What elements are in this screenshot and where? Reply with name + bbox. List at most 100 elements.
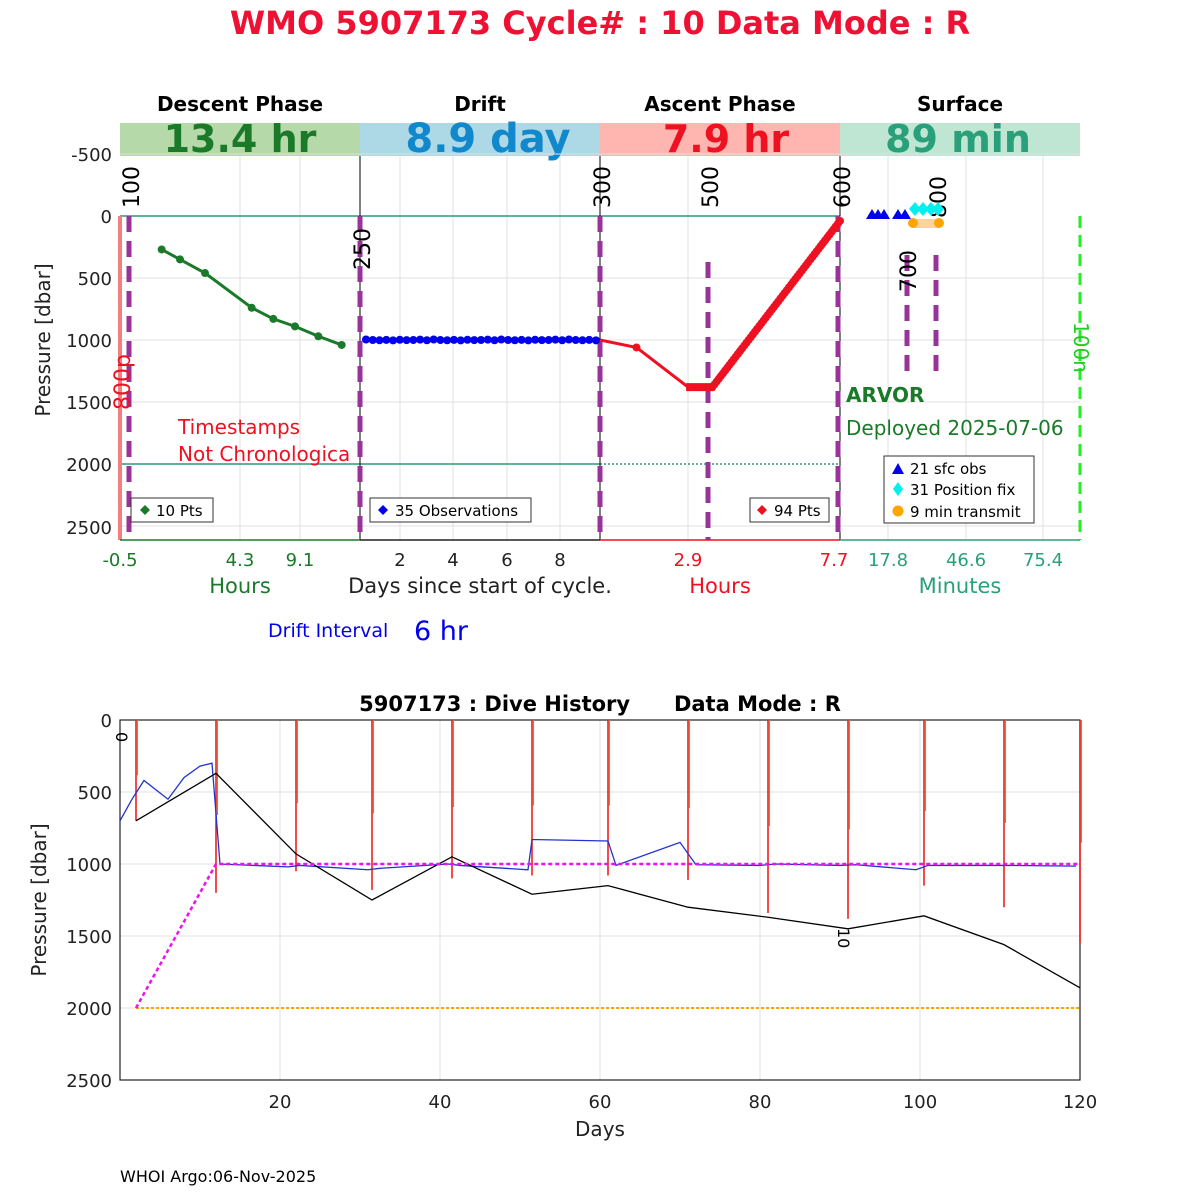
top-panel: Descent Phase Drift Ascent Phase Surface… <box>31 92 1093 647</box>
drift-xtick: 6 <box>501 550 512 571</box>
drift-xtick: 4 <box>447 550 458 571</box>
warning-line-1: Timestamps <box>177 415 300 439</box>
surface-xtick: 17.8 <box>868 550 908 571</box>
marker-label-600: 600 <box>831 166 856 208</box>
transmit-marker <box>908 218 918 228</box>
ascent-point <box>632 343 641 352</box>
position-fix-marker <box>925 202 937 216</box>
drift-point <box>389 336 398 345</box>
bottom-xtick: 60 <box>589 1092 612 1113</box>
bottom-grid <box>120 720 1080 1080</box>
drift-point <box>368 336 377 344</box>
bottom-ytick: 500 <box>78 783 112 804</box>
drift-point <box>449 335 458 344</box>
top-y-axis-label: Pressure [dbar] <box>31 263 55 416</box>
descent-legend: 10 Pts <box>130 497 214 523</box>
bottom-ytick: 1500 <box>66 927 112 948</box>
footer-stamp: WHOI Argo:06-Nov-2025 <box>120 1167 316 1186</box>
marker-label-700: 700 <box>897 250 922 292</box>
surface-duration-band <box>840 123 1080 156</box>
surface-x-axis-label: Minutes <box>919 574 1002 598</box>
surface-legend-obs: 21 sfc obs <box>910 460 987 478</box>
top-ytick: 2000 <box>66 455 112 476</box>
drift-point <box>436 336 445 344</box>
bottom-ytick: 1000 <box>66 855 112 876</box>
surface-observations <box>866 209 911 219</box>
top-y-axis: -500 0 500 1000 1500 2000 2500 <box>66 145 112 539</box>
warning-line-2: Not Chronologica <box>178 442 350 466</box>
transmit-markers <box>908 218 944 228</box>
descent-xtick: 4.3 <box>226 550 255 571</box>
position-fix-marker <box>917 202 929 216</box>
descent-line <box>160 248 343 347</box>
surface-xtick: 46.6 <box>946 550 986 571</box>
bottom-xtick: 40 <box>429 1092 452 1113</box>
marker-label-300: 300 <box>591 166 616 208</box>
descent-xtick: -0.5 <box>102 550 137 571</box>
drift-point <box>402 336 411 345</box>
descent-duration-band <box>120 123 360 156</box>
ascent-x-axis-label: Hours <box>689 574 751 598</box>
drift-point <box>592 336 600 345</box>
descent-xtick: 9.1 <box>286 550 315 571</box>
descent-point <box>247 303 256 312</box>
history-traces <box>119 720 1083 1009</box>
bottom-panel-title: 5907173 : Dive History Data Mode : R <box>359 692 841 716</box>
drift-legend: 35 Observations <box>369 497 532 523</box>
drift-legend-label: 35 Observations <box>395 502 518 520</box>
drift-point <box>409 336 418 344</box>
phase-name-ascent: Ascent Phase <box>644 92 795 116</box>
drift-point <box>382 335 391 344</box>
ascent-park-segment <box>686 383 715 392</box>
drift-xtick: 2 <box>394 550 405 571</box>
drift-point <box>510 336 519 345</box>
descent-trace <box>157 245 346 349</box>
drift-point <box>375 336 384 345</box>
descent-x-axis-label: Hours <box>209 574 271 598</box>
drift-point <box>537 336 546 345</box>
ascent-legend-label: 94 Pts <box>774 502 821 520</box>
ascent-legend: 94 Pts <box>749 497 830 523</box>
bottom-ytick: 0 <box>101 711 112 732</box>
descent-point <box>291 322 299 331</box>
drift-point <box>490 336 499 345</box>
bottom-xtick: 100 <box>903 1092 937 1113</box>
drift-point <box>524 336 533 345</box>
ascent-trace <box>599 216 844 392</box>
drift-point <box>395 335 404 344</box>
surface-legend-transmit: 9 min transmit <box>910 503 1021 521</box>
bottom-xtick: 20 <box>269 1092 292 1113</box>
cycle-label-0: 0 <box>112 732 131 742</box>
marker-label-100: 100 <box>120 166 145 208</box>
descent-point <box>157 245 166 254</box>
bottom-x-axis-label: Days <box>575 1117 625 1141</box>
drift-duration-band <box>360 123 600 156</box>
descent-legend-label: 10 Pts <box>156 502 203 520</box>
drift-point <box>477 336 485 344</box>
drift-point <box>571 336 580 344</box>
marker-label-800p: 800p <box>111 354 136 410</box>
drift-point <box>517 335 526 344</box>
sfc-obs-marker <box>878 209 890 219</box>
top-ytick: 1500 <box>66 393 112 414</box>
drift-history-line <box>119 762 1077 871</box>
drift-point <box>585 335 594 344</box>
bottom-y-axis-label: Pressure [dbar] <box>27 823 51 976</box>
drift-point <box>416 335 425 344</box>
drift-point <box>558 336 567 345</box>
bottom-xtick: 120 <box>1063 1092 1097 1113</box>
marker-label-250: 250 <box>351 228 376 270</box>
phase-name-drift: Drift <box>454 92 506 116</box>
drift-x-axis-label: Days since start of cycle. <box>348 574 612 598</box>
transmit-span <box>912 219 940 228</box>
cycle-label-10: 10 <box>834 928 853 948</box>
position-fixes <box>909 202 944 216</box>
drift-point <box>564 335 573 344</box>
bottom-panel: 5907173 : Dive History Data Mode : R 0 5… <box>27 692 1097 1141</box>
drift-point <box>456 336 465 345</box>
drift-point <box>483 335 492 344</box>
top-ytick: 500 <box>78 269 112 290</box>
profile-depth-line <box>135 772 1081 989</box>
drift-point <box>422 336 431 345</box>
drift-interval-value: 6 hr <box>414 616 469 647</box>
